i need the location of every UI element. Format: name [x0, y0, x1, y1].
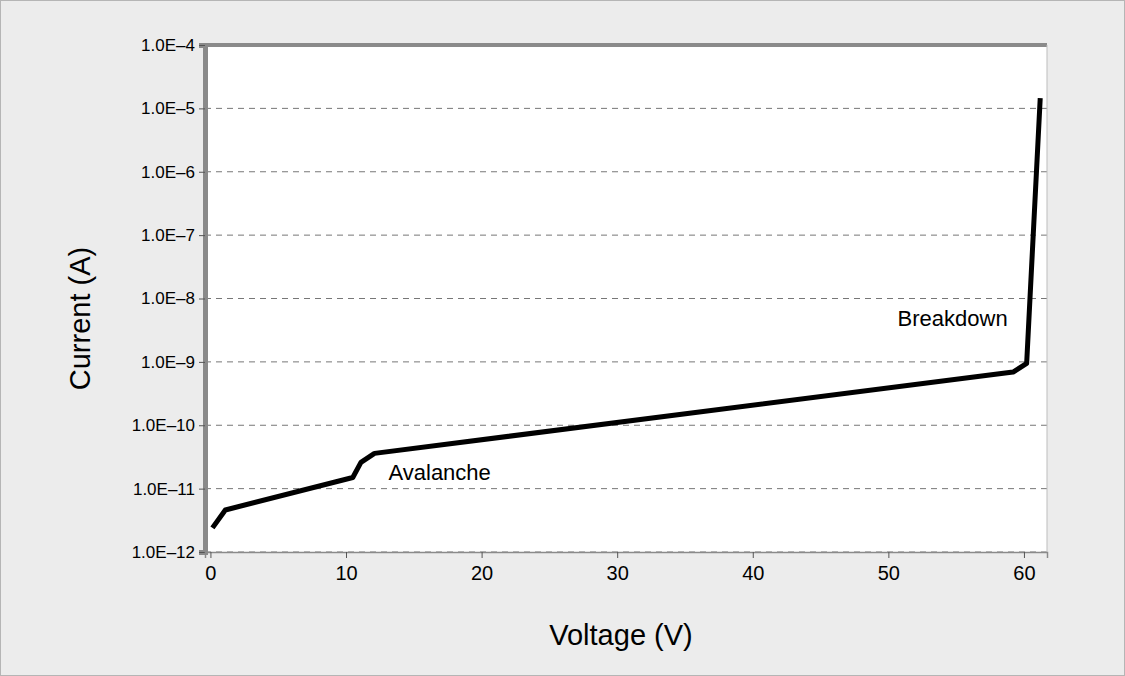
y-axis: 1.0E–12 1.0E–11 1.0E–10 1.0E–9 1.0E–8 1.0E–7 1…: [132, 36, 206, 562]
x-axis-title: Voltage (V): [549, 619, 692, 651]
y-tick: 1.0E–5: [141, 99, 205, 118]
x-tick-mark: [482, 552, 483, 558]
y-tick: 1.0E–8: [141, 289, 205, 308]
y-tick: 1.0E–9: [141, 353, 205, 372]
grid-line: [205, 108, 1047, 109]
y-tick-label: 1.0E–5: [141, 99, 195, 118]
grid: [205, 45, 1047, 552]
x-tick: 30: [607, 552, 629, 584]
y-tick-mark: [199, 489, 205, 490]
x-tick-mark: [1024, 552, 1025, 558]
y-tick-label: 1.0E–9: [141, 353, 195, 372]
marks: [212, 98, 1040, 528]
x-tick: 40: [742, 552, 764, 584]
background: [1, 1, 1125, 676]
grid-line: [205, 488, 1047, 489]
y-tick-mark: [199, 172, 205, 173]
grid-line: [205, 298, 1047, 299]
y-tick-label: 1.0E–6: [141, 163, 195, 182]
data-line: [212, 98, 1040, 528]
x-tick-mark: [753, 552, 754, 558]
chart: 1.0E–12 1.0E–11 1.0E–10 1.0E–9 1.0E–8 1.0E–7 1…: [0, 0, 1125, 676]
grid-line: [205, 43, 1047, 47]
y-tick-mark: [199, 299, 205, 300]
grid-line: [205, 235, 1047, 236]
y-tick: 1.0E–11: [133, 480, 205, 499]
y-tick: 1.0E–6: [141, 163, 205, 182]
y-tick-mark: [199, 108, 205, 109]
y-tick: 1.0E–7: [141, 226, 205, 245]
x-tick-label: 60: [1013, 562, 1035, 584]
plot: 1.0E–12 1.0E–11 1.0E–10 1.0E–9 1.0E–8 1.0E–7 1…: [132, 36, 1048, 584]
x-tick: 60: [1013, 552, 1035, 584]
x-tick-mark: [617, 552, 618, 558]
y-tick-mark: [199, 235, 205, 236]
x-tick-label: 10: [335, 562, 357, 584]
y-tick-label: 1.0E–4: [141, 36, 195, 55]
y-tick-mark: [199, 362, 205, 363]
y-axis-title: Current (A): [64, 247, 96, 390]
y-tick: 1.0E–10: [132, 416, 205, 435]
annotation: Avalanche: [388, 460, 490, 485]
x-axis-line: [206, 553, 1048, 559]
y-tick-mark: [199, 425, 205, 426]
y-tick-label: 1.0E–11: [133, 480, 195, 499]
annotations: Avalanche Breakdown: [388, 306, 1007, 485]
x-tick-mark: [888, 552, 889, 558]
x-tick-label: 50: [878, 562, 900, 584]
frame: [1047, 45, 1048, 552]
x-tick-mark: [346, 552, 347, 558]
x-tick: 10: [335, 552, 357, 584]
x-tick-label: 40: [742, 562, 764, 584]
grid-line: [205, 171, 1047, 172]
y-tick-mark: [199, 45, 205, 46]
x-tick-label: 20: [471, 562, 493, 584]
y-tick: 1.0E–12: [132, 543, 205, 562]
x-tick: 20: [471, 552, 493, 584]
plot-area: [205, 45, 1047, 552]
y-tick-label: 1.0E–7: [141, 226, 195, 245]
x-tick-mark: [210, 552, 211, 558]
y-tick-label: 1.0E–10: [132, 416, 195, 435]
x-tick-label: 30: [607, 562, 629, 584]
y-tick-label: 1.0E–8: [141, 289, 195, 308]
grid-line: [205, 425, 1047, 426]
x-tick-label: 0: [205, 562, 216, 584]
y-tick-label: 1.0E–12: [132, 543, 195, 562]
annotation: Breakdown: [898, 306, 1008, 331]
y-axis-line: [199, 46, 206, 553]
grid-line: [205, 361, 1047, 362]
x-tick: 50: [878, 552, 900, 584]
y-tick: 1.0E–4: [141, 36, 205, 55]
x-axis: 0 10 20 30 40 50 60: [205, 552, 1047, 584]
x-tick: 0: [205, 552, 216, 584]
y-tick-mark: [199, 552, 205, 553]
